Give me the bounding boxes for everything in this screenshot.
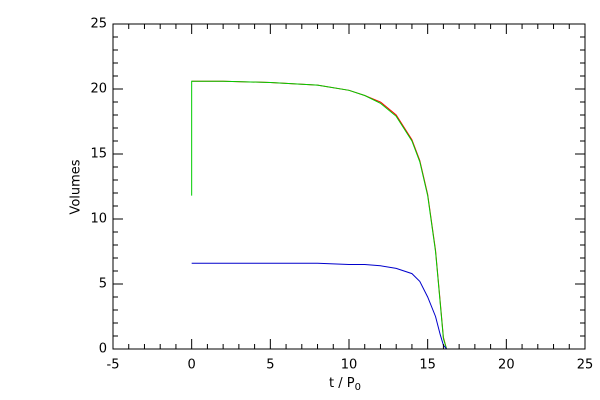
x-tick-label: 15 bbox=[419, 358, 436, 373]
y-tick-label: 15 bbox=[90, 147, 107, 162]
y-tick-label: 5 bbox=[99, 277, 107, 292]
x-tick-label: -5 bbox=[107, 358, 120, 373]
x-tick-label: 0 bbox=[188, 358, 196, 373]
x-tick-label: 10 bbox=[341, 358, 358, 373]
x-tick-label: 20 bbox=[498, 358, 515, 373]
y-axis-label: Volumes bbox=[69, 159, 84, 214]
x-tick-label: 25 bbox=[577, 358, 594, 373]
x-axis-label-subscript: 0 bbox=[355, 382, 361, 393]
y-tick-label: 20 bbox=[90, 82, 107, 97]
y-tick-label: 25 bbox=[90, 17, 107, 32]
y-tick-label: 0 bbox=[99, 342, 107, 357]
x-axis-label: t / P0 bbox=[329, 376, 361, 394]
x-tick-label: 5 bbox=[266, 358, 274, 373]
series-line bbox=[191, 262, 507, 350]
x-axis-label-main: t / P bbox=[329, 376, 355, 391]
series-line bbox=[191, 80, 448, 350]
y-tick-label: 10 bbox=[90, 212, 107, 227]
